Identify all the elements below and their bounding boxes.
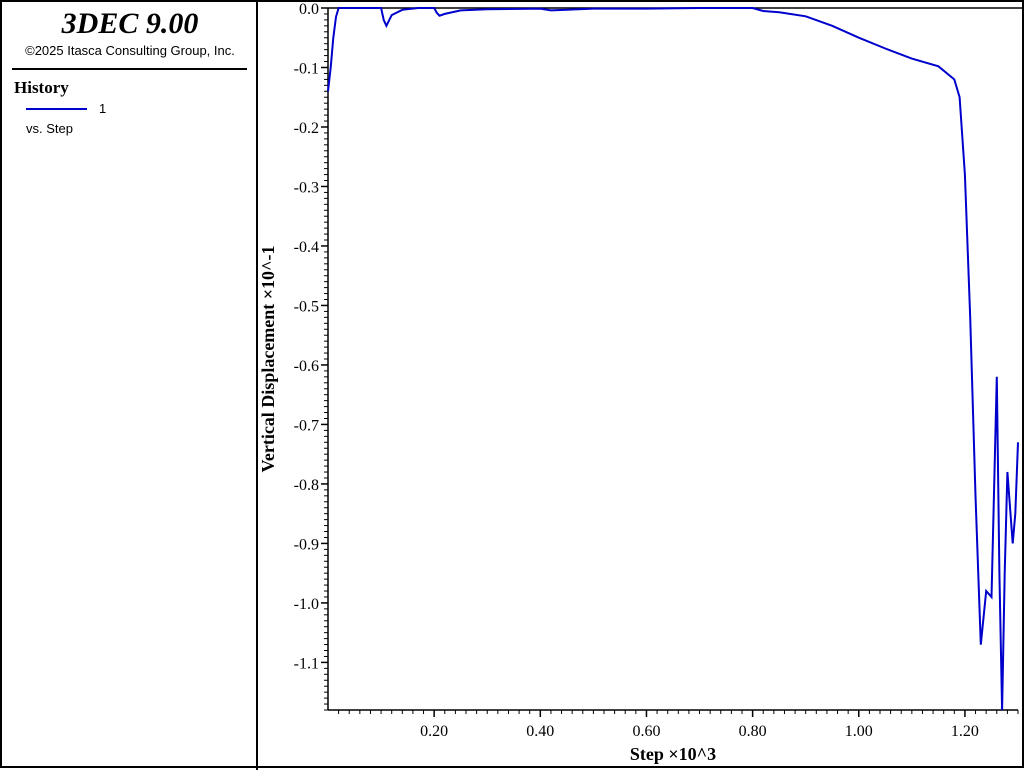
copyright-notice: ©2025 Itasca Consulting Group, Inc. <box>25 43 235 58</box>
y-tick-label: -0.3 <box>294 179 319 196</box>
app-title: 3DEC 9.00 <box>61 7 199 40</box>
legend-series-id: 1 <box>99 101 107 116</box>
y-tick-label: -0.8 <box>294 477 319 494</box>
x-tick-label: 1.00 <box>845 723 873 740</box>
series-1-line <box>327 7 1019 711</box>
legend-heading: History <box>14 78 69 97</box>
y-tick-label: -1.0 <box>294 596 319 613</box>
x-tick-label: 1.20 <box>951 723 979 740</box>
y-tick-label: -0.1 <box>294 60 319 77</box>
y-tick-label: 0.0 <box>299 1 319 18</box>
legend-divider <box>12 68 247 70</box>
y-tick-label: -0.5 <box>294 298 319 315</box>
y-tick-label: -1.1 <box>294 655 319 672</box>
legend-panel: 3DEC 9.00 ©2025 Itasca Consulting Group,… <box>2 2 258 770</box>
x-tick-label: 0.60 <box>632 723 660 740</box>
y-tick-label: -0.9 <box>294 536 319 553</box>
x-axis-label: Step ×10^3 <box>630 744 716 764</box>
y-axis-label: Vertical Displacement ×10^-1 <box>258 245 278 472</box>
x-tick-label: 0.40 <box>526 723 554 740</box>
legend-line-swatch <box>26 108 87 110</box>
x-tick-label: 0.20 <box>420 723 448 740</box>
x-tick-label: 0.80 <box>739 723 767 740</box>
y-tick-label: -0.7 <box>294 417 319 434</box>
y-tick-label: -0.4 <box>294 239 319 256</box>
legend-series-subtitle: vs. Step <box>26 121 73 136</box>
y-axis-ticks: 0.0 -0.1 -0.2 -0.3 -0.4 -0.5 -0.6 -0.7 -0.8 -0.9 -… <box>294 1 328 711</box>
y-tick-label: -0.6 <box>294 358 319 375</box>
x-axis-ticks: 0.20 0.40 0.60 0.80 1.00 1.20 <box>338 710 1019 740</box>
y-tick-label: -0.2 <box>294 120 319 137</box>
chart-plot-area: 0.0 -0.1 -0.2 -0.3 -0.4 -0.5 -0.6 -0.7 -0.8 -0.9 -… <box>258 1 1024 764</box>
